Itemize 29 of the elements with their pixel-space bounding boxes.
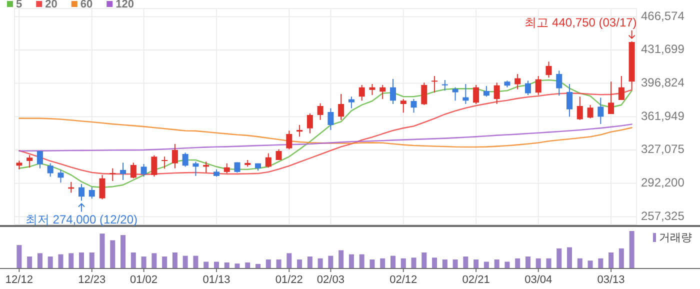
x-tick-label: 03/13: [597, 274, 625, 286]
y-tick-label: 431,699: [641, 42, 685, 56]
legend-label: 60: [80, 0, 93, 10]
y-tick-label: 327,075: [641, 142, 685, 156]
legend-item: 5: [7, 0, 22, 10]
legend-label: 120: [116, 0, 134, 10]
legend-item: 60: [71, 0, 93, 10]
x-tick-label: 12/12: [5, 274, 33, 286]
x-tick-label: 02/21: [462, 274, 490, 286]
legend-label: 20: [45, 0, 58, 10]
x-tick-label: 12/23: [78, 274, 106, 286]
x-tick-label: 01/13: [202, 274, 230, 286]
legend-item: 120: [106, 0, 134, 10]
y-tick-label: 292,200: [641, 175, 685, 190]
legend-item: 20: [36, 0, 58, 10]
y-tick-label: 257,325: [641, 208, 685, 223]
legend-label: 5: [16, 0, 22, 10]
y-tick-label: 396,824: [641, 75, 685, 90]
x-tick-label: 01/22: [275, 274, 303, 286]
annotation: 최고 440,750 (03/17): [524, 15, 637, 30]
y-tick-label: 361,949: [641, 108, 685, 123]
x-tick-label: 01/02: [130, 274, 158, 286]
x-tick-label: 03/04: [524, 274, 552, 286]
x-tick-label: 02/03: [316, 274, 344, 286]
legend-label: 거래량: [659, 232, 692, 244]
legend-item: 거래량: [653, 232, 692, 244]
x-tick-label: 02/12: [390, 274, 418, 286]
y-tick-label: 466,574: [641, 8, 685, 23]
annotation: 최저 274,000 (12/20): [25, 212, 138, 227]
